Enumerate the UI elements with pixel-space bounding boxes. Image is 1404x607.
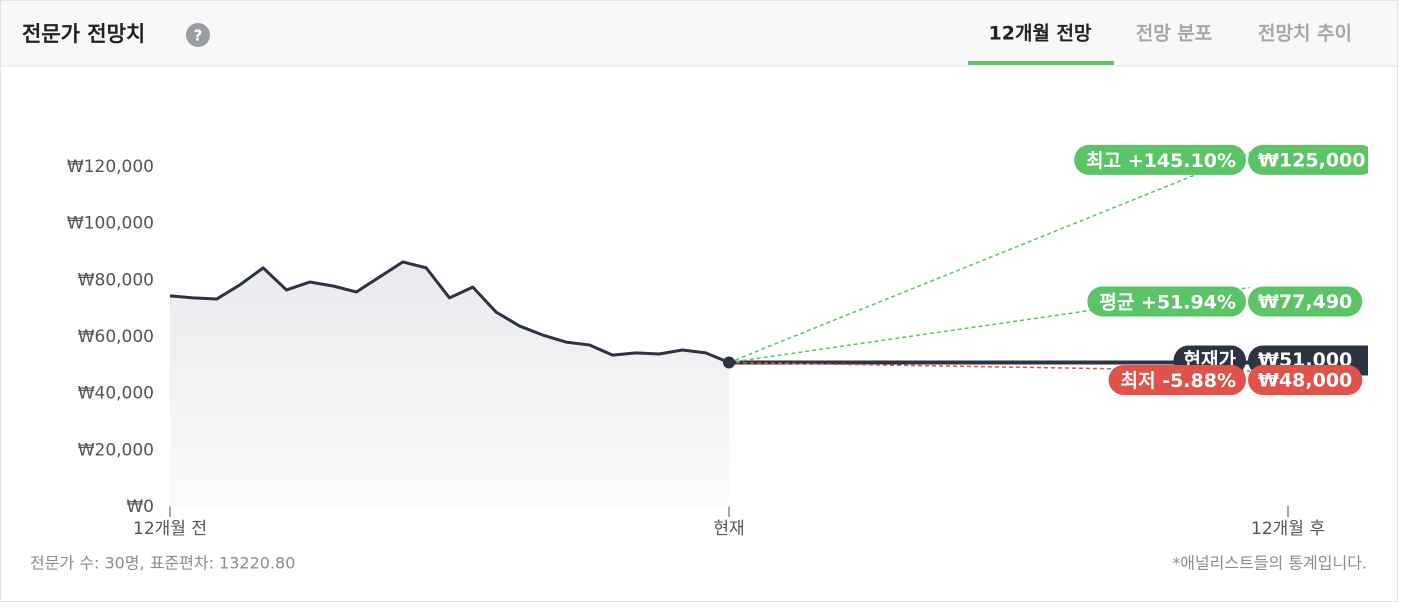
pill-bg [1074,144,1246,175]
pill-bg [1248,365,1363,395]
y-tick-label: ₩0 [126,497,154,517]
y-tick-label: ₩20,000 [78,440,154,460]
current-point [723,356,735,369]
x-tick-label: 12개월 후 [1251,519,1325,539]
label-pill: ₩125,000 [1248,144,1368,175]
y-tick-label: ₩80,000 [78,270,154,290]
header-bar [1,1,1397,66]
price-area [170,261,729,507]
footer-note: 전문가 수: 30명, 표준편차: 13220.80 [30,554,295,573]
tab[interactable]: 12개월 전망 [989,23,1092,45]
pill-bg [1108,365,1246,395]
x-tick-label: 12개월 전 [133,519,207,539]
pill-text: ₩77,490 [1258,291,1352,313]
y-tick-label: ₩60,000 [78,327,154,347]
target-name-text: 최고 [1086,149,1121,171]
target-change: -5.88% [1162,370,1236,392]
target-label: 최고 +145.10% [1074,144,1246,175]
label-pill: ₩48,000 [1248,365,1363,395]
title: 전문가 전망치 [22,22,145,46]
plot: ₩0 ₩20,000 ₩40,000 ₩60,000 ₩80,000 ₩100,000 ₩1… [67,144,1368,539]
target-label: 평균 +51.94% [1087,286,1246,317]
target-name-text: 최저 [1121,370,1156,392]
target-label: 최저 -5.88% [1108,365,1246,395]
pill-bg [1248,144,1368,175]
pill-bg [1087,286,1246,317]
help-icon[interactable]: ? [186,23,210,47]
pill-bg [1248,286,1363,317]
pill-text: ₩48,000 [1258,370,1352,392]
target-line [728,286,1251,364]
target-line [728,152,1251,364]
footer-note: *애널리스트들의 통계입니다. [1172,554,1367,573]
target-name: 최고 +145.10% [1086,149,1236,171]
label-pill: ₩77,490 [1248,286,1363,317]
price-line [169,260,730,364]
svg-text:?: ? [194,27,203,45]
tab-underline [968,61,1114,65]
target-name: 최저 -5.88% [1121,370,1236,392]
target-name: 평균 +51.94% [1099,291,1236,313]
y-tick-label: ₩100,000 [67,214,154,234]
target-change: +51.94% [1141,291,1236,313]
tab[interactable]: 전망 분포 [1136,23,1213,45]
tab[interactable]: 전망치 추이 [1258,23,1352,45]
y-tick-label: ₩120,000 [67,157,154,177]
target-name-text: 평균 [1099,291,1134,313]
x-tick-label: 현재 [713,519,744,539]
pill-text: ₩125,000 [1258,149,1366,171]
y-tick-label: ₩40,000 [78,384,154,404]
target-change: +145.10% [1128,149,1236,171]
